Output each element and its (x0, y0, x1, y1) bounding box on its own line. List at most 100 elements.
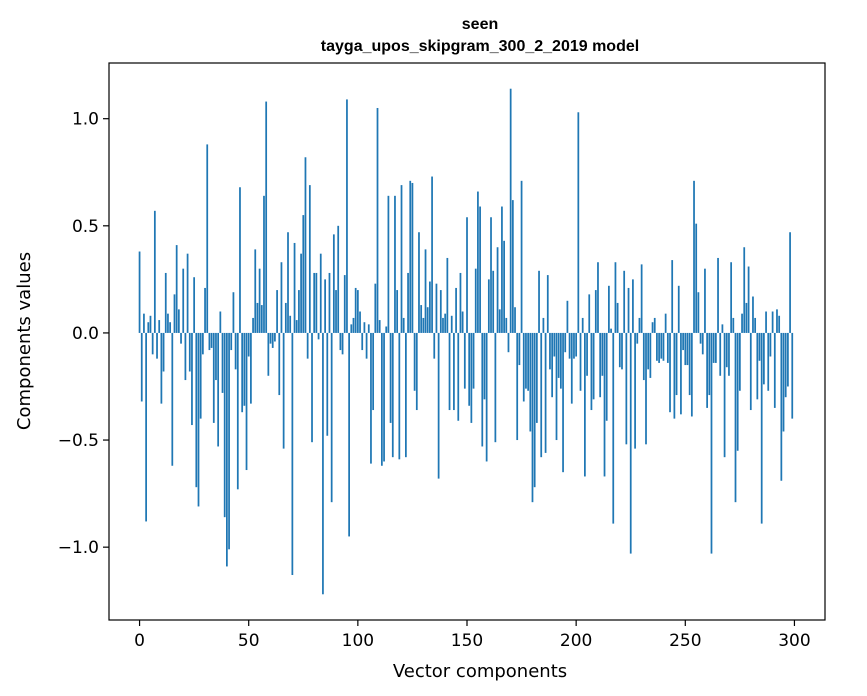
bar (496, 247, 499, 333)
bar (394, 195, 396, 333)
bar (564, 332, 567, 353)
bar (754, 317, 757, 333)
bar (219, 311, 222, 333)
bar (271, 332, 274, 348)
bar (686, 332, 689, 366)
bar (322, 332, 324, 595)
bar (780, 332, 783, 481)
bar (420, 305, 423, 333)
bar (568, 332, 571, 359)
bar (509, 88, 512, 333)
bar (453, 332, 455, 411)
bar (747, 266, 750, 333)
bar (210, 332, 213, 348)
bar (594, 290, 597, 333)
bar (503, 240, 505, 333)
bar (474, 268, 477, 333)
bar (250, 332, 252, 404)
bar (437, 332, 440, 479)
bar (540, 332, 543, 458)
bar (728, 332, 730, 376)
bar (191, 332, 193, 426)
bar (252, 317, 254, 333)
bar (201, 332, 204, 355)
x-tick-label: 100 (342, 631, 374, 651)
bar (337, 225, 340, 333)
bar (784, 332, 787, 398)
bar (616, 302, 619, 333)
bar (725, 332, 728, 368)
bar (232, 292, 235, 333)
y-axis-ticks: −1.0 −0.5 0.0 0.5 1.0 (58, 110, 109, 558)
bar (160, 332, 163, 404)
bar (647, 332, 650, 370)
bar (601, 332, 604, 376)
bar (282, 332, 285, 449)
bar (182, 268, 185, 333)
bar (326, 332, 329, 436)
bar (302, 215, 305, 333)
bar (315, 272, 318, 333)
bar (621, 332, 623, 370)
bar (535, 332, 538, 423)
bar (162, 332, 165, 372)
bar (651, 322, 654, 333)
bar (675, 332, 678, 396)
bar (359, 311, 361, 333)
bar (490, 217, 492, 333)
bar (612, 332, 615, 524)
bar (186, 253, 189, 333)
x-tick-label: 50 (238, 631, 260, 651)
bar (258, 268, 261, 333)
bar (760, 332, 763, 524)
bar (752, 296, 754, 333)
bar (407, 272, 409, 333)
bar (341, 332, 344, 355)
bar (444, 313, 447, 333)
bar (442, 317, 444, 333)
bar (477, 191, 479, 333)
bar (570, 332, 573, 404)
bar (485, 332, 488, 462)
bar (171, 332, 174, 466)
bar (254, 249, 257, 333)
bar (138, 251, 141, 333)
bar (459, 272, 462, 333)
bar (629, 332, 632, 554)
bar (529, 332, 532, 432)
bar (169, 322, 171, 333)
bar (555, 332, 558, 441)
bar (684, 332, 687, 366)
bar (662, 332, 665, 361)
bar (239, 187, 241, 333)
bar (625, 332, 628, 445)
bar (317, 332, 320, 340)
x-tick-label: 250 (669, 631, 701, 651)
bar (511, 200, 514, 333)
bar (370, 332, 372, 464)
bar (518, 332, 521, 366)
bar (538, 270, 540, 333)
bar (682, 332, 684, 351)
bar (450, 315, 453, 333)
bar (461, 311, 464, 333)
bar (542, 317, 545, 333)
bar (590, 332, 593, 411)
bar (721, 324, 724, 333)
bar (374, 283, 377, 333)
bar (597, 262, 599, 333)
bar (376, 107, 379, 333)
bar (498, 309, 501, 333)
bar (319, 253, 322, 333)
chart-subtitle: tayga_upos_skipgram_300_2_2019 model (321, 38, 639, 55)
bar (424, 249, 427, 333)
bar (656, 332, 658, 361)
bar (188, 332, 191, 372)
bar (562, 332, 564, 473)
bar (773, 332, 776, 408)
bar (383, 332, 385, 462)
bar (699, 332, 702, 344)
bar (241, 332, 244, 413)
x-tick-label: 0 (134, 631, 145, 651)
